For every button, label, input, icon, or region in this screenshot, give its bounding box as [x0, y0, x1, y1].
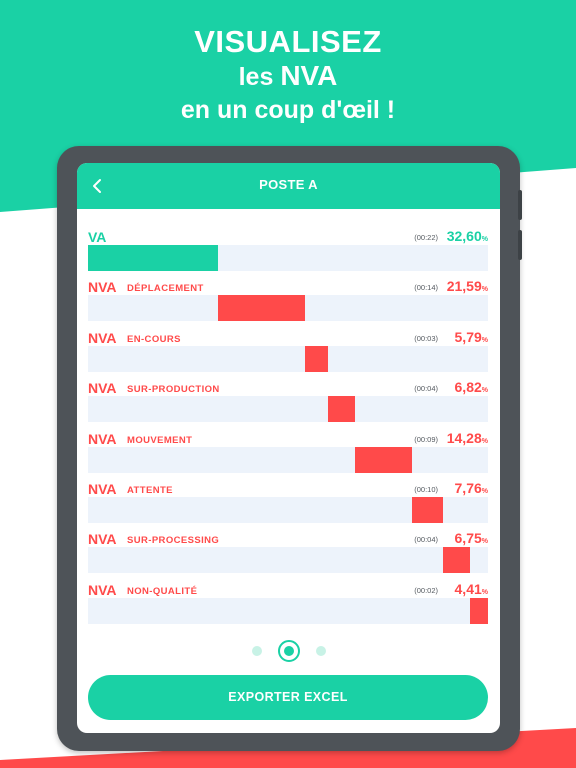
category-tag: NVA: [88, 531, 117, 548]
app-screen: POSTE A VA (00:22) 32,60% NVA DÉPLACEMENT (00…: [77, 163, 500, 733]
bar-track: [88, 496, 488, 523]
page-indicator: [77, 639, 500, 663]
percentage-label: 7,76%: [455, 480, 488, 496]
list-item: NVA SUR-PRODUCTION (00:04) 6,82%: [88, 378, 488, 428]
percentage-value: 32,60: [446, 228, 482, 244]
headline-line-1: VISUALISEZ: [194, 24, 382, 59]
category-tag: NVA: [88, 380, 117, 397]
percentage-unit: %: [481, 286, 488, 294]
category-tag: VA: [88, 229, 107, 245]
bar-segment: [327, 396, 356, 423]
bar-track: [88, 295, 488, 322]
duration-label: (00:10): [414, 484, 438, 494]
tablet-side-button-top: [518, 190, 522, 220]
percentage-value: 5,79: [454, 328, 482, 345]
percentage-label: 21,59%: [447, 278, 488, 294]
category-name: SUR-PROCESSING: [127, 535, 220, 547]
percentage-value: 7,76: [454, 479, 482, 496]
duration-label: (00:03): [414, 333, 438, 343]
chevron-left-icon[interactable]: [91, 175, 105, 197]
category-name: DÉPLACEMENT: [127, 283, 204, 295]
page-dot-active[interactable]: [278, 640, 300, 662]
bar-segment: [355, 446, 413, 473]
percentage-value: 6,82: [454, 379, 482, 396]
list-item: NVA SUR-PROCESSING (00:04) 6,75%: [88, 529, 488, 579]
percentage-unit: %: [481, 336, 488, 344]
bar-segment: [470, 597, 488, 624]
category-tag: NVA: [88, 329, 117, 346]
list-item: NVA NON-QUALITÉ (00:02) 4,41%: [88, 580, 488, 630]
bar-segment: [304, 345, 328, 372]
percentage-label: 14,28%: [447, 430, 488, 446]
percentage-label: 6,82%: [455, 379, 488, 395]
percentage-unit: %: [481, 588, 488, 596]
percentage-unit: %: [481, 437, 488, 445]
duration-label: (00:09): [414, 434, 438, 444]
list-item: NVA DÉPLACEMENT (00:14) 21,59%: [88, 277, 488, 327]
list-item: NVA MOUVEMENT (00:09) 14,28%: [88, 429, 488, 479]
headline-line-3: en un coup d'œil !: [180, 96, 396, 124]
percentage-unit: %: [481, 236, 488, 243]
category-tag: NVA: [88, 430, 117, 447]
category-name: ATTENTE: [127, 484, 173, 496]
category-name: SUR-PRODUCTION: [127, 384, 220, 396]
percentage-value: 4,41: [454, 580, 482, 597]
bar-segment: [88, 245, 219, 271]
bar-segment: [218, 295, 305, 322]
headline-line-2: les NVA: [0, 60, 576, 93]
percentage-label: 5,79%: [455, 329, 488, 345]
percentage-value: 6,75: [454, 530, 482, 547]
tablet-side-button-bottom: [518, 230, 522, 260]
bar-track: [88, 446, 488, 473]
duration-label: (00:02): [414, 585, 438, 595]
duration-label: (00:22): [414, 233, 438, 242]
percentage-unit: %: [481, 387, 488, 395]
bar-track: [88, 345, 488, 372]
headline-line-2-emphasis: NVA: [280, 60, 338, 91]
category-name: MOUVEMENT: [127, 434, 193, 446]
percentage-label: 32,60%: [447, 228, 488, 244]
category-name: NON-QUALITÉ: [127, 585, 198, 597]
page-title: POSTE A: [259, 177, 318, 192]
page-dot[interactable]: [316, 646, 326, 656]
bar-segment: [443, 547, 471, 574]
marketing-headline: VISUALISEZ les NVA en un coup d'œil !: [0, 24, 576, 127]
bar-track: [88, 597, 488, 624]
category-name: EN-COURS: [127, 333, 181, 345]
bar-track: [88, 245, 488, 271]
percentage-unit: %: [481, 487, 488, 495]
percentage-unit: %: [481, 538, 488, 546]
percentage-label: 4,41%: [455, 581, 488, 597]
duration-label: (00:14): [414, 283, 438, 293]
list-item: NVA ATTENTE (00:10) 7,76%: [88, 479, 488, 529]
list-item: NVA EN-COURS (00:03) 5,79%: [88, 328, 488, 378]
category-tag: NVA: [88, 581, 117, 598]
bar-segment: [412, 496, 444, 523]
bar-track: [88, 396, 488, 423]
nav-bar: POSTE A: [77, 163, 500, 209]
category-tag: NVA: [88, 279, 117, 296]
export-excel-button[interactable]: EXPORTER EXCEL: [88, 675, 488, 720]
page-dot[interactable]: [252, 646, 262, 656]
percentage-label: 6,75%: [455, 530, 488, 546]
bar-track: [88, 547, 488, 574]
headline-line-2-prefix: les: [238, 63, 274, 91]
duration-label: (00:04): [414, 535, 438, 545]
duration-label: (00:04): [414, 384, 438, 394]
percentage-value: 21,59: [446, 278, 482, 295]
percentage-value: 14,28: [446, 429, 482, 446]
category-tag: NVA: [88, 480, 117, 497]
list-item: VA (00:22) 32,60%: [88, 227, 488, 277]
time-breakdown-list: VA (00:22) 32,60% NVA DÉPLACEMENT (00:14) 21,5…: [88, 227, 488, 630]
